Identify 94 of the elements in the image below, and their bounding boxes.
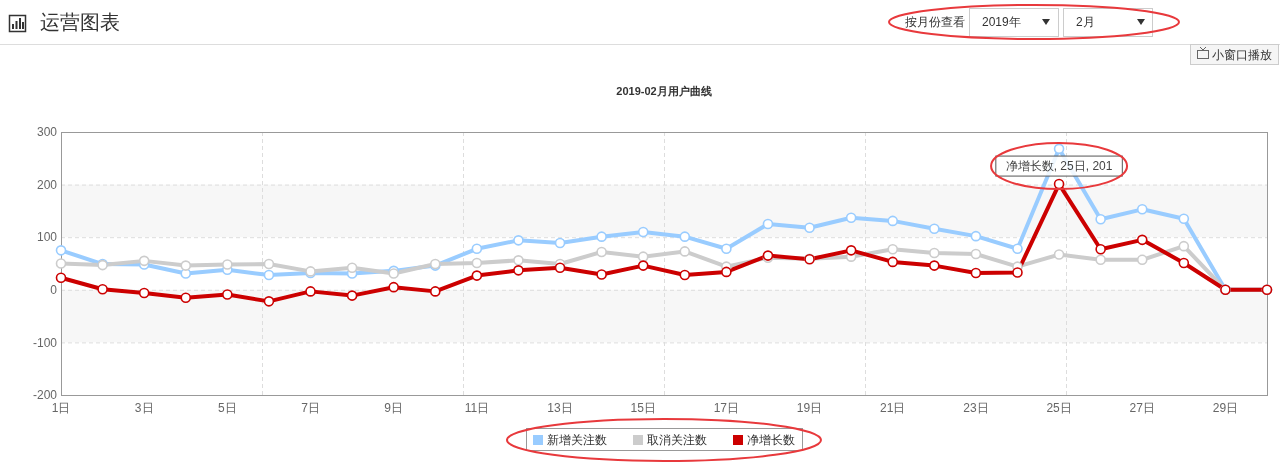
point xyxy=(1095,214,1106,225)
point xyxy=(929,247,940,259)
point xyxy=(970,230,982,242)
point xyxy=(471,270,483,281)
y-tick-label: 0 xyxy=(50,283,58,297)
point xyxy=(222,289,233,300)
chart-title: 2019-02月用户曲线 xyxy=(616,85,712,97)
point xyxy=(721,266,732,278)
point xyxy=(138,287,150,299)
text: 2019年 xyxy=(982,15,1021,29)
text: 按月份查看 xyxy=(905,15,965,29)
x-tick-label: 9日 xyxy=(384,401,404,415)
point xyxy=(679,231,691,242)
point xyxy=(346,290,358,301)
point xyxy=(55,258,67,269)
y-tick-label: -200 xyxy=(32,388,58,403)
point xyxy=(55,245,67,256)
x-tick-label: 21日 xyxy=(880,401,906,415)
point xyxy=(471,257,483,269)
x-tick-label: 7日 xyxy=(301,401,320,415)
legend-label: 净增长数 xyxy=(747,433,795,447)
point xyxy=(596,231,607,242)
x-tick-label: 29日 xyxy=(1212,401,1239,415)
point xyxy=(513,235,524,246)
x-tick-label: 5日 xyxy=(218,401,237,415)
point xyxy=(596,269,607,280)
point xyxy=(180,260,192,271)
x-tick-label: 13日 xyxy=(547,401,573,415)
point xyxy=(596,246,607,258)
x-tick-label: 17日 xyxy=(713,401,740,415)
point xyxy=(762,218,774,230)
point xyxy=(887,256,899,268)
point xyxy=(346,262,358,274)
x-tick-label: 15日 xyxy=(630,401,656,415)
point xyxy=(513,255,524,266)
point xyxy=(1136,204,1148,215)
point xyxy=(1178,213,1190,225)
text: 运营图表 xyxy=(40,11,120,33)
point xyxy=(804,222,815,234)
point xyxy=(554,237,566,249)
annotation: 净增长数, 25日, 201 xyxy=(1005,159,1113,174)
point xyxy=(1178,257,1190,269)
point xyxy=(929,260,940,271)
point xyxy=(1053,249,1065,260)
y-tick-label: -100 xyxy=(32,335,58,350)
point xyxy=(637,251,649,262)
x-tick-label: 3日 xyxy=(134,401,154,415)
x-tick-label: 11日 xyxy=(464,401,490,415)
x-tick-label: 1日 xyxy=(51,401,71,415)
point xyxy=(429,286,441,297)
point xyxy=(305,286,316,297)
y-tick-label: 100 xyxy=(36,230,58,245)
legend-label: 新增关注数 xyxy=(547,433,607,447)
point xyxy=(679,269,691,281)
x-tick-label: 19日 xyxy=(796,401,823,415)
point xyxy=(1012,267,1023,278)
point xyxy=(138,255,150,267)
point xyxy=(180,292,192,303)
point xyxy=(970,267,982,279)
legend-label: 取消关注数 xyxy=(647,433,707,447)
text: 小窗口播放 xyxy=(1212,48,1272,62)
y-tick-label: 200 xyxy=(36,177,58,192)
point xyxy=(1136,254,1148,266)
point xyxy=(887,215,899,227)
point xyxy=(263,258,275,270)
x-tick-label: 25日 xyxy=(1046,401,1072,415)
point xyxy=(554,262,566,274)
point xyxy=(845,245,857,256)
point xyxy=(679,246,691,257)
point xyxy=(263,296,275,307)
x-tick-label: 23日 xyxy=(963,401,989,415)
y-tick-label: 300 xyxy=(36,125,58,140)
point xyxy=(721,243,732,255)
point xyxy=(97,283,108,295)
point xyxy=(55,272,67,283)
point xyxy=(1012,243,1023,255)
point xyxy=(1095,244,1106,255)
point xyxy=(970,248,982,260)
point xyxy=(887,244,899,255)
point xyxy=(471,243,483,255)
point xyxy=(1136,234,1148,246)
point xyxy=(1178,240,1190,252)
point xyxy=(388,281,399,293)
point xyxy=(845,212,857,224)
point xyxy=(1053,143,1065,155)
point xyxy=(513,265,524,276)
point xyxy=(222,259,233,270)
point xyxy=(637,226,649,238)
point xyxy=(1095,254,1106,266)
text: 2月 xyxy=(1076,15,1095,29)
point xyxy=(929,223,940,235)
x-tick-label: 27日 xyxy=(1129,401,1155,415)
point xyxy=(263,269,275,281)
point xyxy=(637,260,649,271)
